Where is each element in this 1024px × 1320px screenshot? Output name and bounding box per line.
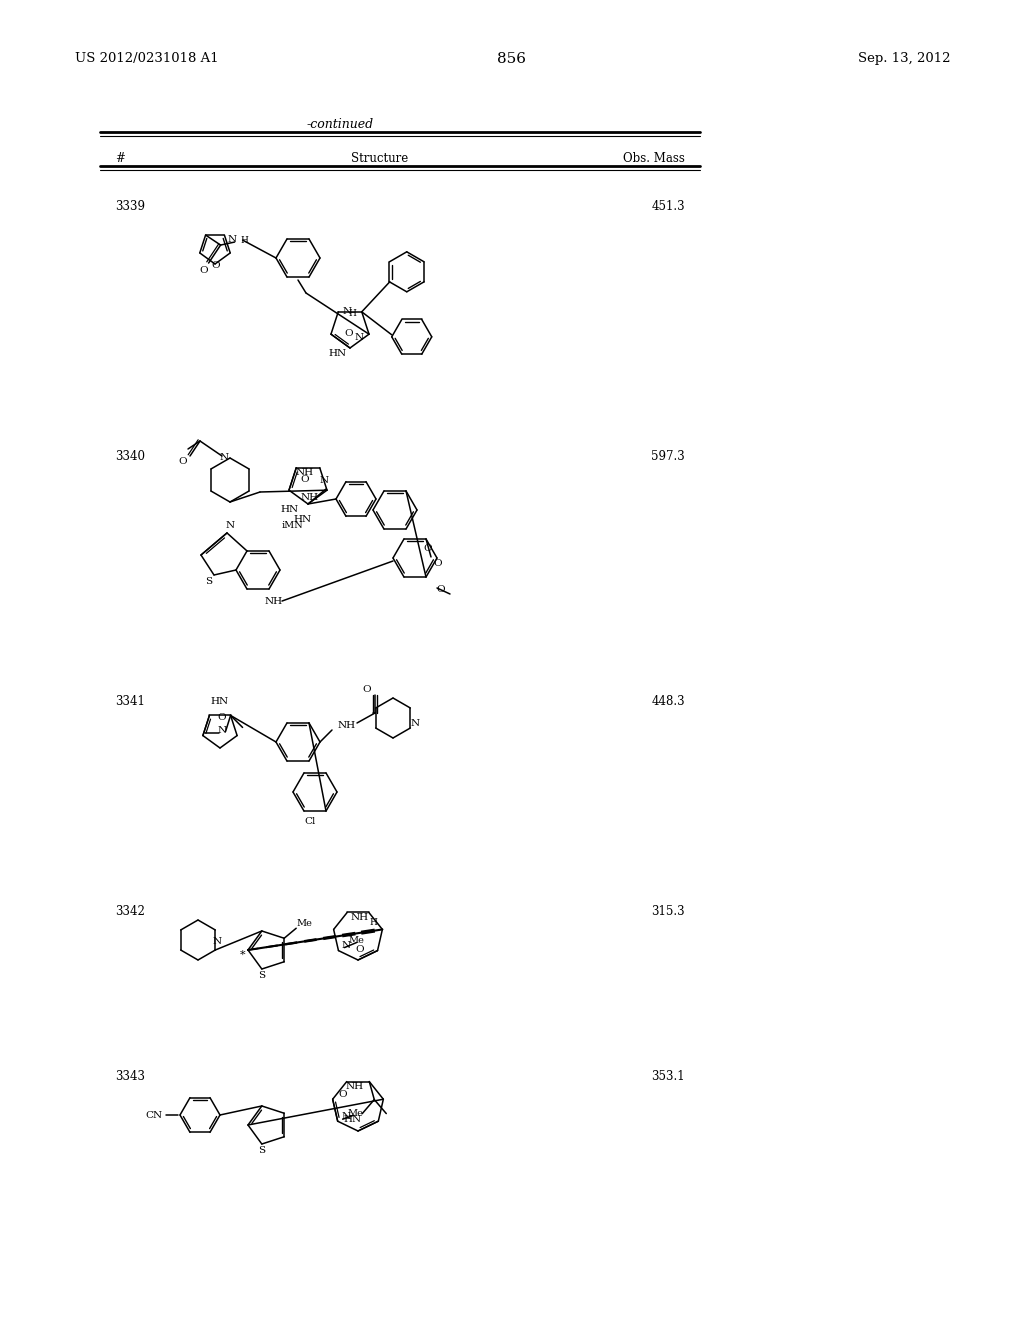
Text: O: O [200, 265, 208, 275]
Text: US 2012/0231018 A1: US 2012/0231018 A1 [75, 51, 219, 65]
Text: 448.3: 448.3 [651, 696, 685, 708]
Text: NH: NH [265, 597, 283, 606]
Text: N: N [219, 454, 228, 462]
Text: #: # [115, 152, 125, 165]
Text: Me: Me [348, 936, 365, 945]
Text: HN: HN [329, 350, 347, 359]
Text: Cl: Cl [304, 817, 315, 826]
Text: NH: NH [301, 494, 319, 503]
Text: CN: CN [144, 1110, 162, 1119]
Text: O: O [338, 1090, 347, 1098]
Text: 597.3: 597.3 [651, 450, 685, 463]
Text: O: O [300, 474, 309, 483]
Text: O: O [212, 260, 220, 269]
Text: O: O [344, 329, 353, 338]
Text: Sep. 13, 2012: Sep. 13, 2012 [857, 51, 950, 65]
Text: 3343: 3343 [115, 1071, 145, 1082]
Text: HN: HN [294, 515, 312, 524]
Text: Structure: Structure [351, 152, 409, 165]
Text: O: O [434, 560, 442, 569]
Text: NH: NH [338, 721, 356, 730]
Text: N: N [411, 718, 420, 727]
Text: 3342: 3342 [115, 906, 144, 917]
Text: N: N [319, 475, 329, 484]
Text: O: O [436, 586, 445, 594]
Text: 3341: 3341 [115, 696, 144, 708]
Text: 3340: 3340 [115, 450, 145, 463]
Text: N: N [218, 726, 227, 735]
Text: H: H [370, 917, 378, 927]
Text: H: H [348, 309, 356, 318]
Text: N: N [225, 521, 234, 531]
Text: N: N [213, 937, 222, 946]
Text: N: N [342, 941, 351, 950]
Text: -continued: -continued [306, 117, 374, 131]
Text: HN: HN [344, 1114, 362, 1123]
Text: Obs. Mass: Obs. Mass [624, 152, 685, 165]
Text: O: O [178, 457, 187, 466]
Text: NH: NH [350, 913, 369, 921]
Text: N: N [227, 235, 237, 244]
Text: N: N [341, 1111, 350, 1121]
Text: 856: 856 [498, 51, 526, 66]
Text: N: N [355, 333, 364, 342]
Text: H: H [241, 235, 249, 244]
Text: Me: Me [348, 1109, 364, 1118]
Text: Me: Me [296, 919, 312, 928]
Text: *: * [241, 950, 246, 960]
Text: HN: HN [281, 506, 299, 515]
Text: S: S [206, 577, 213, 586]
Text: iMN: iMN [282, 521, 303, 531]
Text: NH: NH [346, 1082, 364, 1092]
Text: O: O [424, 544, 432, 553]
Text: 3339: 3339 [115, 201, 145, 213]
Text: 315.3: 315.3 [651, 906, 685, 917]
Text: 353.1: 353.1 [651, 1071, 685, 1082]
Text: N: N [342, 308, 351, 317]
Text: O: O [362, 685, 372, 694]
Text: O: O [217, 713, 225, 722]
Text: HN: HN [211, 697, 229, 706]
Text: O: O [355, 945, 365, 954]
Text: S: S [258, 1146, 265, 1155]
Text: 451.3: 451.3 [651, 201, 685, 213]
Text: NH: NH [296, 469, 313, 478]
Text: S: S [258, 970, 265, 979]
